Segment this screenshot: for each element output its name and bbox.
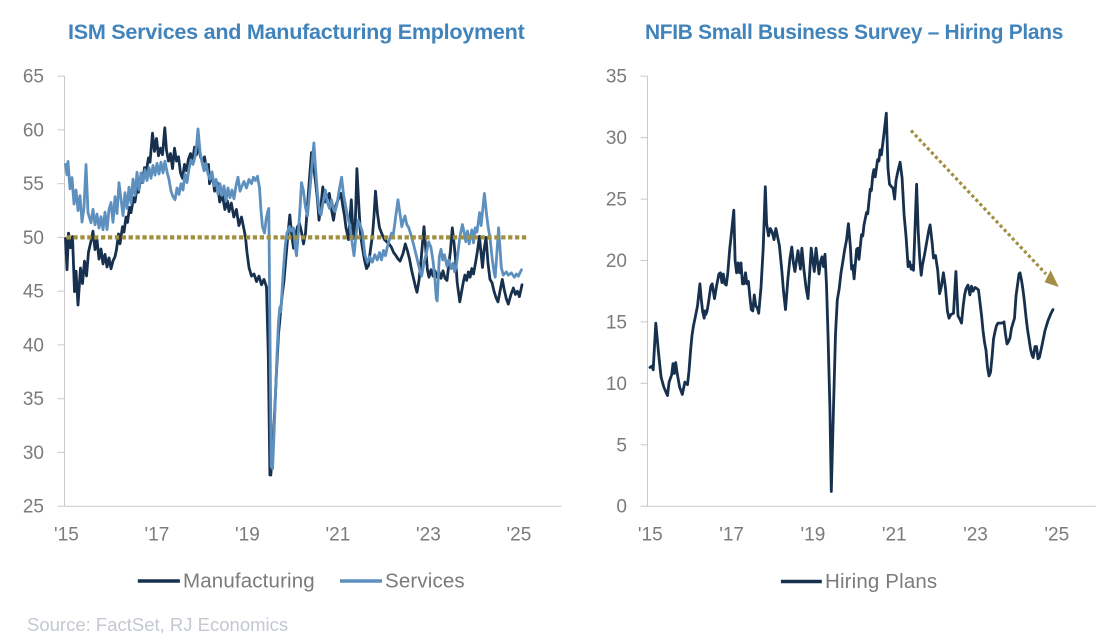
svg-text:'23: '23 [963, 525, 988, 546]
svg-text:'17: '17 [145, 525, 170, 546]
svg-text:ISM Services and Manufacturing: ISM Services and Manufacturing Employmen… [68, 19, 525, 44]
svg-text:Manufacturing: Manufacturing [183, 570, 315, 593]
svg-text:65: 65 [23, 67, 44, 88]
svg-text:20: 20 [606, 251, 627, 272]
svg-text:'19: '19 [801, 525, 826, 546]
svg-text:'25: '25 [507, 525, 532, 546]
svg-text:Services: Services [385, 570, 465, 593]
svg-text:0: 0 [616, 497, 627, 518]
svg-text:25: 25 [23, 497, 44, 518]
svg-text:25: 25 [606, 190, 627, 211]
svg-text:5: 5 [616, 435, 627, 456]
svg-text:40: 40 [23, 335, 44, 356]
svg-text:'25: '25 [1044, 525, 1069, 546]
svg-text:'19: '19 [235, 525, 260, 546]
svg-text:Source: FactSet, RJ Economics: Source: FactSet, RJ Economics [27, 614, 288, 635]
svg-text:'15: '15 [54, 525, 79, 546]
svg-text:'21: '21 [882, 525, 907, 546]
svg-text:50: 50 [23, 228, 44, 249]
svg-text:10: 10 [606, 374, 627, 395]
svg-text:55: 55 [23, 174, 44, 195]
svg-text:60: 60 [23, 120, 44, 141]
svg-text:30: 30 [606, 128, 627, 149]
svg-text:'23: '23 [416, 525, 441, 546]
svg-text:'17: '17 [719, 525, 744, 546]
svg-text:45: 45 [23, 282, 44, 303]
svg-text:NFIB Small Business Survey – H: NFIB Small Business Survey – Hiring Plan… [645, 21, 1063, 44]
svg-text:35: 35 [23, 389, 44, 410]
svg-text:35: 35 [606, 67, 627, 88]
svg-text:30: 30 [23, 443, 44, 464]
svg-text:'15: '15 [638, 525, 663, 546]
svg-text:15: 15 [606, 312, 627, 333]
svg-text:Hiring Plans: Hiring Plans [825, 570, 937, 593]
svg-text:'21: '21 [326, 525, 351, 546]
